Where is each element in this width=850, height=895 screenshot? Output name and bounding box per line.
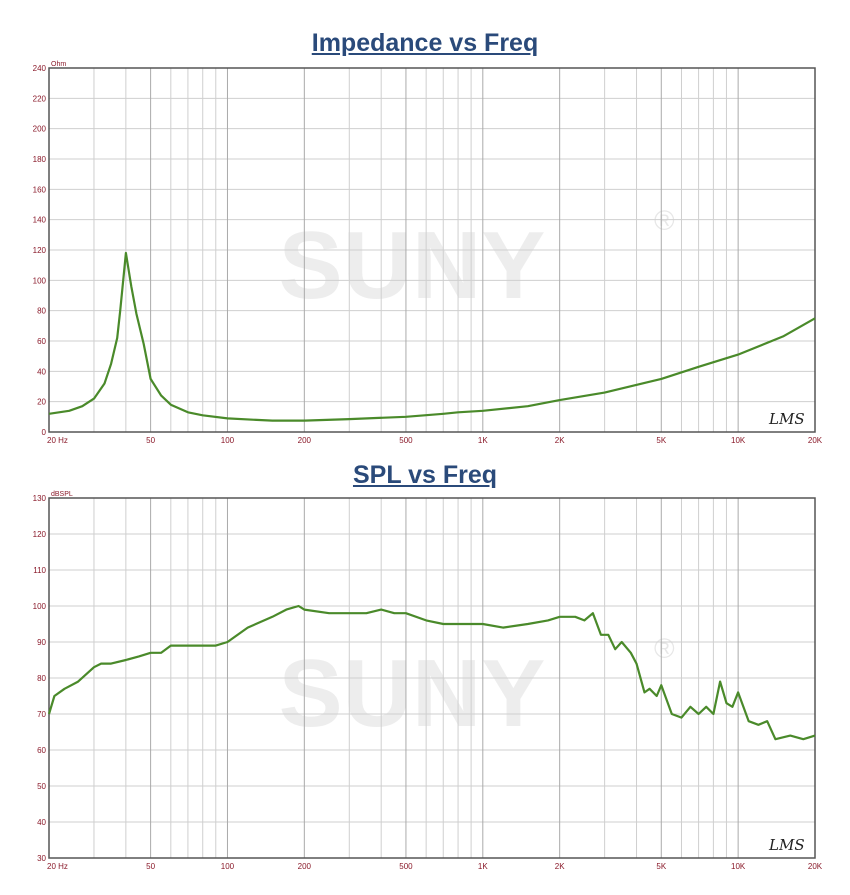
y-tick-label: 200 <box>33 125 47 134</box>
x-tick-label: 5K <box>656 862 666 871</box>
y-unit-label: Ohm <box>51 61 66 68</box>
y-tick-label: 110 <box>33 566 46 575</box>
x-tick-label: 500 <box>399 862 413 871</box>
x-tick-label: 20K <box>808 436 823 445</box>
spl-plot: SUNY ® 30 40 50 60 70 80 90 100 110 120 130 dBSPL 20 H… <box>33 491 823 871</box>
y-tick-label: 60 <box>37 337 46 346</box>
y-unit-label: dBSPL <box>51 491 73 498</box>
y-tick-label: 100 <box>33 276 47 285</box>
plot-frame <box>48 497 816 859</box>
y-tick-label: 70 <box>37 710 46 719</box>
y-tick-label: 140 <box>33 216 47 225</box>
series-line <box>48 251 816 422</box>
y-tick-label: 180 <box>33 155 47 164</box>
y-tick-label: 80 <box>37 674 46 683</box>
impedance-plot: SUNY ® 0 20 40 60 80 100 120 140 160 180 200 220 240 Oh… <box>33 61 823 445</box>
x-tick-label: 10K <box>731 436 746 445</box>
x-tick-label: 200 <box>298 436 312 445</box>
plot-frame <box>48 67 816 433</box>
x-tick-label: 20 Hz <box>47 862 68 871</box>
chart-title-impedance: Impedance vs Freq <box>311 29 539 57</box>
x-tick-label: 10K <box>731 862 746 871</box>
x-tick-label: 1K <box>478 862 488 871</box>
x-tick-label: 50 <box>146 436 155 445</box>
y-tick-label: 90 <box>37 638 46 647</box>
y-tick-label: 100 <box>33 602 47 611</box>
x-tick-label: 50 <box>146 862 155 871</box>
x-tick-label: 100 <box>221 436 235 445</box>
y-tick-label: 130 <box>33 494 47 503</box>
x-tick-label: 2K <box>555 436 565 445</box>
watermark-text: SUNY <box>279 212 546 319</box>
x-tick-label: 100 <box>221 862 235 871</box>
y-tick-label: 120 <box>33 530 47 539</box>
y-tick-label: 30 <box>37 854 46 863</box>
x-tick-label: 5K <box>656 436 666 445</box>
y-tick-label: 220 <box>33 94 47 103</box>
y-tick-label: 40 <box>37 818 46 827</box>
y-tick-label: 50 <box>37 782 46 791</box>
y-tick-label: 240 <box>33 64 47 73</box>
watermark-registered-mark: ® <box>654 633 675 664</box>
x-tick-label: 200 <box>298 862 312 871</box>
x-tick-label: 20 Hz <box>47 436 68 445</box>
chart-title-spl: SPL vs Freq <box>352 461 498 489</box>
watermark-registered-mark: ® <box>654 205 675 236</box>
y-tick-label: 40 <box>37 367 46 376</box>
y-tick-label: 120 <box>33 246 47 255</box>
y-tick-label: 80 <box>37 307 46 316</box>
brand-logo-lms: LMS <box>768 410 805 428</box>
y-tick-label: 160 <box>33 185 47 194</box>
y-tick-label: 0 <box>42 428 47 437</box>
x-tick-label: 20K <box>808 862 823 871</box>
y-tick-label: 20 <box>37 398 46 407</box>
watermark-text: SUNY <box>279 640 546 747</box>
brand-logo-lms: LMS <box>768 836 805 854</box>
x-tick-label: 1K <box>478 436 488 445</box>
y-tick-label: 60 <box>37 746 46 755</box>
x-tick-label: 500 <box>399 436 413 445</box>
series-line <box>47 604 816 741</box>
x-tick-label: 2K <box>555 862 565 871</box>
